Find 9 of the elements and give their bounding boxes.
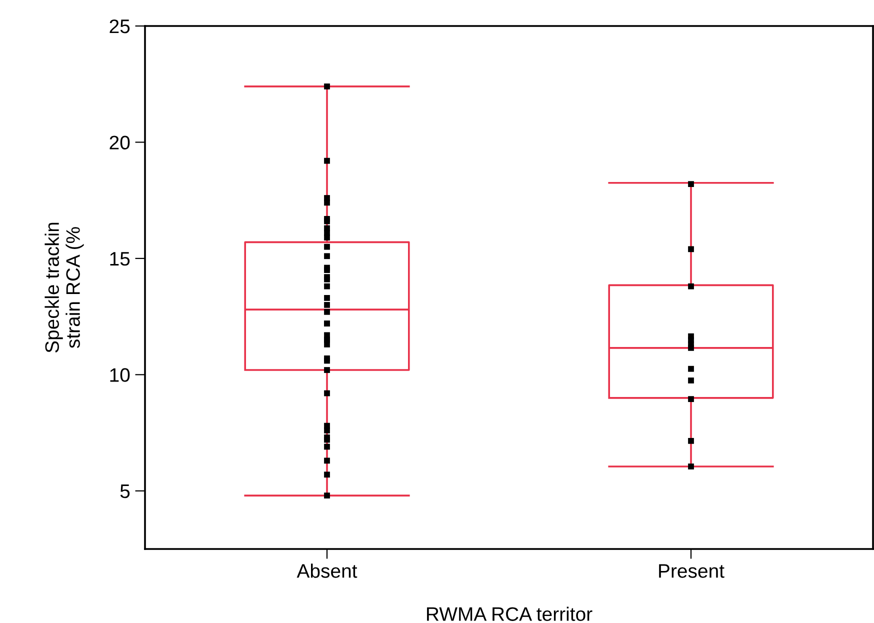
x-tick-label: Present <box>659 564 724 578</box>
y-tick-label: 20 <box>110 136 130 150</box>
y-tick-label: 15 <box>110 252 130 266</box>
y-tick-label: 10 <box>110 368 130 382</box>
y-tick-label: 5 <box>120 484 130 498</box>
x-tick-label: Absent <box>296 564 358 578</box>
x-axis-title: RWMA RCA territor <box>427 606 592 621</box>
y-tick-label: 25 <box>110 19 130 34</box>
y-axis-title: Speckle trackin strain RCA (% <box>44 222 84 353</box>
